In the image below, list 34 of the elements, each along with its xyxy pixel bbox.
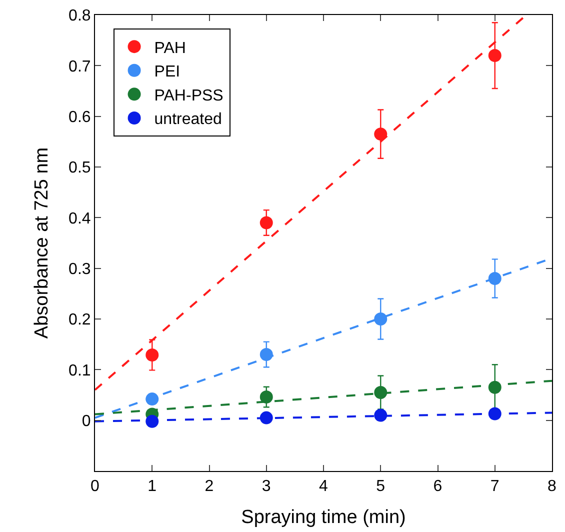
point (488, 49, 502, 62)
y-tick-label: 0.4 (68, 210, 91, 228)
legend-label: PEI (154, 64, 180, 81)
y-tick-label: 0.6 (68, 108, 91, 126)
x-tick-label: 7 (490, 478, 500, 496)
point (374, 386, 388, 399)
point (260, 390, 273, 404)
y-axis-title: Absorbance at 725 nm (31, 147, 52, 339)
x-tick-label: 8 (548, 478, 557, 496)
point (260, 411, 273, 424)
point (488, 272, 502, 285)
point (146, 392, 159, 406)
y-tick-label: 0.1 (68, 362, 91, 380)
legend-label: PAH (154, 40, 186, 57)
point (260, 216, 273, 230)
y-tick-label: 0.5 (68, 160, 91, 177)
x-tick-label: 1 (148, 478, 157, 496)
y-tick-label: 0.8 (68, 8, 91, 25)
x-tick-label: 3 (262, 478, 271, 496)
y-tick-label: 0 (82, 412, 91, 430)
y-tick-label: 0.2 (68, 312, 91, 329)
x-axis-title: Spraying time (min) (241, 507, 406, 528)
legend-label: untreated (154, 111, 222, 128)
x-tick-label: 4 (319, 478, 328, 496)
point (374, 312, 388, 326)
legend-label: PAH-PSS (154, 87, 224, 104)
x-tick-label: 6 (433, 478, 442, 496)
point (374, 408, 388, 422)
y-tick-label: 0.3 (68, 260, 91, 278)
x-tick-label: 2 (204, 478, 214, 496)
point (146, 348, 159, 362)
y-tick-label: 0.7 (68, 58, 91, 76)
x-tick-label: 5 (376, 478, 386, 496)
point (374, 128, 388, 141)
